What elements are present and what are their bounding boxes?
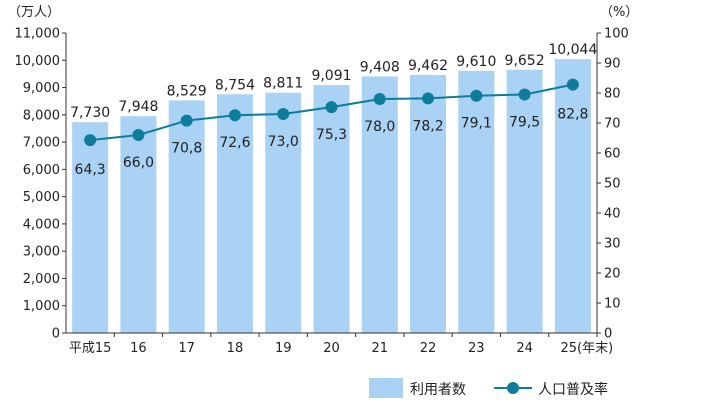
rate-point-0 <box>84 134 97 147</box>
bar-value-label: 7,730 <box>70 105 110 121</box>
y-left-unit: （万人） <box>8 5 60 20</box>
y-right-unit: （%） <box>600 5 638 20</box>
legend-swatch-users <box>369 378 403 398</box>
x-tick-label: 22 <box>420 341 437 356</box>
y-left-tick-label: 1,000 <box>23 299 60 314</box>
rate-point-10 <box>566 78 579 91</box>
rate-point-5 <box>325 101 338 114</box>
bar-value-label: 10,044 <box>548 42 597 58</box>
y-right-tick-label: 20 <box>604 267 621 282</box>
legend-marker-rate <box>507 382 519 394</box>
y-right-tick-label: 70 <box>604 117 621 132</box>
rate-value-label: 79,1 <box>461 116 492 132</box>
rate-value-label: 64,3 <box>75 162 106 178</box>
rate-point-3 <box>228 109 241 122</box>
y-right-tick-label: 60 <box>604 147 621 162</box>
bar-10 <box>554 59 591 334</box>
rate-value-label: 78,2 <box>412 118 443 134</box>
y-left-tick-label: 4,000 <box>23 217 60 232</box>
rate-value-label: 72,6 <box>219 135 250 151</box>
rate-value-label: 66,0 <box>123 155 154 171</box>
x-tick-label: 16 <box>130 341 147 356</box>
rate-value-label: 70,8 <box>171 141 202 157</box>
legend-label-users: 利用者数 <box>410 382 466 398</box>
y-left-tick-label: 7,000 <box>23 136 60 151</box>
bar-value-label: 8,754 <box>215 77 255 93</box>
bar-value-label: 8,811 <box>263 76 303 92</box>
bar-value-label: 8,529 <box>167 83 207 99</box>
y-right-tick-label: 30 <box>604 237 621 252</box>
x-tick-label: 20 <box>323 341 340 356</box>
y-left-tick-label: 8,000 <box>23 108 60 123</box>
rate-point-7 <box>422 92 435 105</box>
rate-value-label: 75,3 <box>316 127 347 143</box>
bar-0 <box>72 122 109 333</box>
bar-value-label: 9,610 <box>456 54 496 70</box>
y-left-tick-label: 5,000 <box>23 190 60 205</box>
y-left-tick-label: 6,000 <box>23 163 60 178</box>
y-right-tick-label: 40 <box>604 207 621 222</box>
y-left-tick-label: 10,000 <box>15 54 61 69</box>
bar-5 <box>313 85 350 334</box>
rate-point-6 <box>373 93 386 105</box>
x-tick-label: 17 <box>178 341 195 356</box>
bar-2 <box>168 100 205 334</box>
rate-value-label: 78,0 <box>364 119 395 135</box>
y-left-tick-label: 3,000 <box>23 245 60 260</box>
y-right-tick-label: 10 <box>604 297 621 312</box>
legend: 利用者数 人口普及率 <box>369 378 608 398</box>
y-right-tick-label: 50 <box>604 177 621 192</box>
rate-value-label: 73,0 <box>268 134 299 150</box>
bar-9 <box>506 69 543 333</box>
rate-point-9 <box>518 88 531 101</box>
rate-point-8 <box>470 89 483 102</box>
x-tick-label: 19 <box>275 341 292 356</box>
bar-value-label: 9,652 <box>505 53 545 69</box>
bar-value-label: 9,462 <box>408 58 448 74</box>
y-right-tick-label: 80 <box>604 87 621 102</box>
bar-value-label: 9,091 <box>311 68 351 84</box>
bar-7 <box>410 74 447 333</box>
bar-value-label: 7,948 <box>118 99 158 115</box>
x-tick-label: 23 <box>468 341 485 356</box>
plot-area: 0 1,000 2,000 3,000 4,000 5,000 6,000 7,000 8,00… <box>15 27 629 357</box>
y-left-tick-label: 0 <box>52 327 60 342</box>
bar-value-label: 9,408 <box>360 59 400 75</box>
rate-value-label: 79,5 <box>509 115 540 131</box>
rate-point-2 <box>180 114 193 127</box>
x-tick-label: 21 <box>371 341 388 356</box>
bar-3 <box>216 94 253 333</box>
y-left-tick-label: 9,000 <box>23 81 60 96</box>
rate-point-4 <box>277 108 290 120</box>
legend-label-rate: 人口普及率 <box>538 381 608 398</box>
y-right-tick-label: 0 <box>604 327 612 342</box>
y-right-tick-label: 100 <box>604 27 629 42</box>
rate-point-1 <box>132 129 145 141</box>
bar-6 <box>361 76 398 333</box>
y-right-tick-label: 90 <box>604 57 621 72</box>
x-tick-label: 18 <box>227 341 244 356</box>
bar-4 <box>265 92 302 333</box>
rate-value-label: 82,8 <box>557 107 588 123</box>
x-tick-label: 24 <box>516 341 533 356</box>
y-left-tick-label: 2,000 <box>23 272 60 287</box>
x-tick-label: 25(年末) <box>561 341 614 356</box>
bar-1 <box>120 116 157 334</box>
x-tick-label: 平成15 <box>69 341 112 356</box>
y-left-tick-label: 11,000 <box>15 27 61 42</box>
bar-8 <box>458 70 495 333</box>
